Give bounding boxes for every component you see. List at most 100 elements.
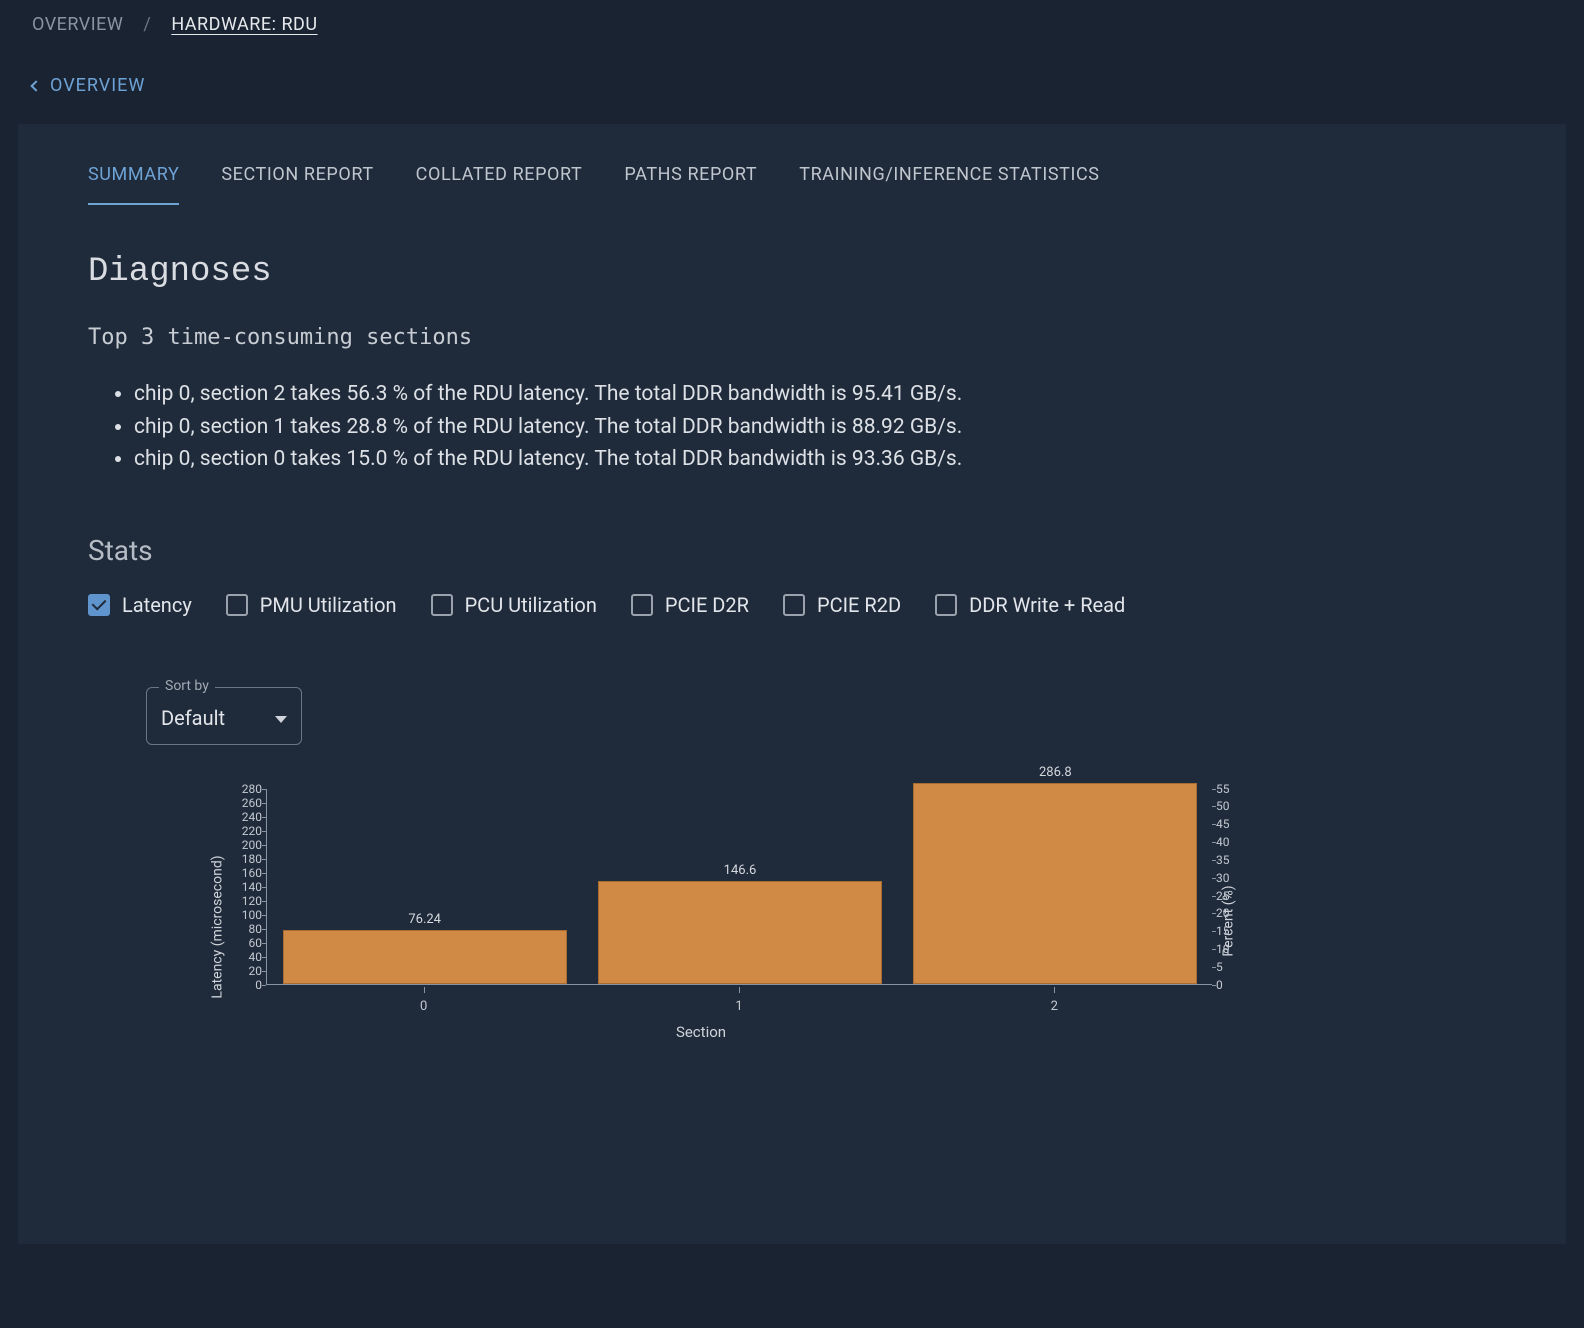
y-left-tick <box>262 957 266 958</box>
tab-paths-report[interactable]: PATHS REPORT <box>624 164 757 205</box>
checkbox-icon <box>88 594 110 616</box>
y-left-tick-label: 0 <box>224 978 262 992</box>
tab-training-inference-statistics[interactable]: TRAINING/INFERENCE STATISTICS <box>799 164 1099 205</box>
y-left-tick <box>262 943 266 944</box>
y-left-tick-label: 100 <box>224 908 262 922</box>
list-item: chip 0, section 0 takes 15.0 % of the RD… <box>134 443 1496 476</box>
y-left-tick <box>262 789 266 790</box>
y-left-tick-label: 200 <box>224 838 262 852</box>
y-left-tick-label: 180 <box>224 852 262 866</box>
tab-collated-report[interactable]: COLLATED REPORT <box>416 164 583 205</box>
y-left-tick <box>262 915 266 916</box>
y-right-tick <box>1212 789 1216 790</box>
list-item: chip 0, section 1 takes 28.8 % of the RD… <box>134 411 1496 444</box>
checkbox-label: PCU Utilization <box>465 593 597 617</box>
chart-bar-label: 286.8 <box>1039 765 1072 780</box>
y-left-tick-label: 80 <box>224 922 262 936</box>
y-right-tick-label: 25 <box>1216 889 1230 903</box>
x-tick-label: 2 <box>1051 999 1058 1014</box>
chart-bar-label: 146.6 <box>724 863 757 878</box>
y-right-tick <box>1212 913 1216 914</box>
y-right-tick <box>1212 896 1216 897</box>
x-tick <box>739 987 740 993</box>
latency-chart: Latency (microsecond) Percent (%) 76.241… <box>146 787 1256 1067</box>
checkbox-icon <box>935 594 957 616</box>
sort-by-select[interactable]: Sort by Default <box>146 687 302 745</box>
y-left-tick <box>262 803 266 804</box>
y-right-tick <box>1212 949 1216 950</box>
x-tick-label: 1 <box>735 999 742 1014</box>
checkbox-icon <box>431 594 453 616</box>
breadcrumb: OVERVIEW / HARDWARE: RDU <box>0 0 1584 45</box>
y-left-tick <box>262 859 266 860</box>
checkbox-latency[interactable]: Latency <box>88 593 192 617</box>
y-left-tick <box>262 845 266 846</box>
checkbox-label: PMU Utilization <box>260 593 397 617</box>
diagnoses-heading: Diagnoses <box>88 253 1496 291</box>
x-axis-label: Section <box>676 1023 726 1041</box>
checkbox-pmu-utilization[interactable]: PMU Utilization <box>226 593 397 617</box>
y-left-tick-label: 120 <box>224 894 262 908</box>
checkbox-pcu-utilization[interactable]: PCU Utilization <box>431 593 597 617</box>
checkbox-pcie-d2r[interactable]: PCIE D2R <box>631 593 749 617</box>
y-left-tick <box>262 873 266 874</box>
y-left-tick-label: 160 <box>224 866 262 880</box>
chart-plot-area: 76.24146.6286.8 <box>266 789 1212 985</box>
caret-down-icon <box>275 716 287 723</box>
sort-by-legend: Sort by <box>159 678 215 694</box>
list-item: chip 0, section 2 takes 56.3 % of the RD… <box>134 378 1496 411</box>
checkbox-ddr-write-read[interactable]: DDR Write + Read <box>935 593 1125 617</box>
checkbox-label: PCIE D2R <box>665 593 749 617</box>
chart-bar-label: 76.24 <box>408 912 441 927</box>
chart-bar <box>598 881 882 984</box>
sort-by-value: Default <box>161 706 225 730</box>
y-left-tick-label: 20 <box>224 964 262 978</box>
y-right-tick <box>1212 878 1216 879</box>
y-right-tick <box>1212 806 1216 807</box>
checkbox-label: Latency <box>122 593 192 617</box>
y-right-tick <box>1212 860 1216 861</box>
checkbox-icon <box>783 594 805 616</box>
y-left-tick <box>262 831 266 832</box>
y-right-tick-label: 20 <box>1216 906 1230 920</box>
tab-section-report[interactable]: SECTION REPORT <box>221 164 373 205</box>
y-right-tick-label: 45 <box>1216 817 1230 831</box>
stats-checkbox-row: Latency PMU Utilization PCU Utilization … <box>88 593 1496 617</box>
y-left-tick-label: 60 <box>224 936 262 950</box>
y-right-tick-label: 10 <box>1216 942 1230 956</box>
y-right-tick-label: 5 <box>1216 960 1223 974</box>
y-left-tick-label: 260 <box>224 796 262 810</box>
x-tick <box>424 987 425 993</box>
y-left-tick <box>262 817 266 818</box>
checkbox-icon <box>631 594 653 616</box>
breadcrumb-item-overview[interactable]: OVERVIEW <box>32 14 123 35</box>
y-right-tick-label: 55 <box>1216 782 1230 796</box>
breadcrumb-item-hardware-rdu[interactable]: HARDWARE: RDU <box>171 14 317 35</box>
checkbox-icon <box>226 594 248 616</box>
y-left-tick-label: 140 <box>224 880 262 894</box>
y-right-tick <box>1212 985 1216 986</box>
y-right-tick <box>1212 824 1216 825</box>
y-left-tick <box>262 971 266 972</box>
main-panel: SUMMARY SECTION REPORT COLLATED REPORT P… <box>18 124 1566 1244</box>
y-left-tick <box>262 985 266 986</box>
y-left-tick-label: 40 <box>224 950 262 964</box>
back-link-label: OVERVIEW <box>50 75 145 96</box>
y-right-tick-label: 15 <box>1216 924 1230 938</box>
tab-summary[interactable]: SUMMARY <box>88 164 179 205</box>
y-left-tick <box>262 929 266 930</box>
y-right-tick <box>1212 967 1216 968</box>
y-right-tick-label: 40 <box>1216 835 1230 849</box>
chart-bar <box>283 930 567 983</box>
checkbox-label: PCIE R2D <box>817 593 901 617</box>
back-link[interactable]: OVERVIEW <box>0 45 1584 124</box>
y-left-tick-label: 240 <box>224 810 262 824</box>
checkbox-pcie-r2d[interactable]: PCIE R2D <box>783 593 901 617</box>
y-right-tick-label: 35 <box>1216 853 1230 867</box>
diagnoses-list: chip 0, section 2 takes 56.3 % of the RD… <box>134 378 1496 476</box>
y-left-tick-label: 280 <box>224 782 262 796</box>
y-left-tick <box>262 887 266 888</box>
y-right-tick <box>1212 931 1216 932</box>
y-left-tick-label: 220 <box>224 824 262 838</box>
y-right-tick-label: 0 <box>1216 978 1223 992</box>
